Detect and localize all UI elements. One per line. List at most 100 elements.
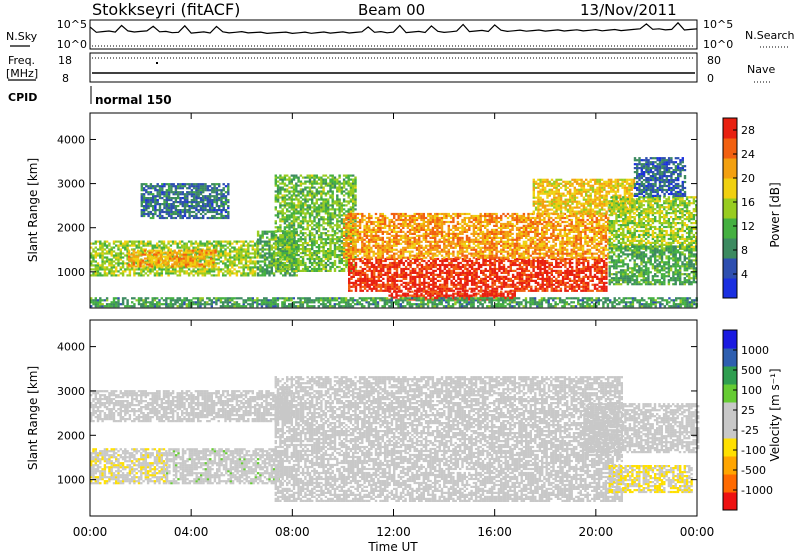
heatmap-cell [548,263,551,267]
heatmap-cell [146,266,150,269]
heatmap-cell [527,279,531,282]
heatmap-cell [342,180,346,183]
heatmap-cell [311,248,314,251]
heatmap-cell [559,281,563,284]
heatmap-cell [348,273,351,276]
heatmap-cell [281,208,284,211]
heatmap-cell [502,259,506,263]
heatmap-cell [313,269,316,272]
heatmap-cell [383,220,387,224]
heatmap-cell [315,226,318,229]
heatmap-cell [297,200,300,203]
heatmap-cell [164,251,167,254]
heatmap-cell [368,242,371,245]
heatmap-cell [342,184,346,187]
heatmap-cell [491,263,494,267]
heatmap-cell [491,261,494,265]
heatmap-cell [347,194,350,197]
heatmap-cell [327,176,330,179]
heatmap-cell [184,261,188,264]
heatmap-cell [354,246,357,249]
heatmap-cell [500,281,503,284]
heatmap-cell [94,264,97,267]
heatmap-cell [368,228,371,231]
heatmap-cell [263,240,267,243]
heatmap-cell [500,271,503,274]
heatmap-cell [203,249,206,252]
heatmap-cell [105,246,109,249]
heatmap-cell [124,270,127,273]
heatmap-cell [292,212,296,215]
heatmap-cell [404,240,407,243]
heatmap-cell [399,242,403,245]
heatmap-cell [591,289,594,292]
heatmap-cell [448,269,451,272]
heatmap-cell [146,244,150,247]
heatmap-cell [548,277,551,280]
heatmap-cell [345,263,348,267]
heatmap-cell [408,218,412,222]
heatmap-cell [605,257,608,261]
heatmap-cell [521,261,524,265]
heatmap-cell [511,281,515,284]
heatmap-cell [486,279,490,282]
heatmap-cell [304,252,307,255]
heatmap-cell [358,236,362,239]
heatmap-cell [555,287,558,290]
heatmap-cell [424,244,428,247]
heatmap-cell [286,208,289,211]
heatmap-cell [320,186,323,189]
heatmap-cell [196,255,199,258]
nsearch-label: N.Search [745,29,795,42]
heatmap-cell [466,259,469,263]
heatmap-cell [559,279,563,282]
heatmap-cell [445,279,449,282]
heatmap-cell [259,248,262,251]
heatmap-cell [466,275,469,278]
heatmap-cell [495,275,499,278]
heatmap-cell [518,267,522,271]
heatmap-cell [349,228,353,231]
heatmap-cell [348,257,351,261]
heatmap-cell [491,281,494,284]
heatmap-cell [484,277,487,280]
heatmap-cell [365,240,369,243]
heatmap-cell [427,265,430,269]
heatmap-cell [290,214,293,217]
heatmap-cell [377,265,380,269]
heatmap-cell [192,242,195,245]
heatmap-cell [187,263,190,266]
heatmap-cell [306,176,309,179]
heatmap-cell [374,240,378,243]
heatmap-cell [240,254,243,257]
heatmap-cell [407,263,410,267]
heatmap-cell [370,240,373,243]
heatmap-cell [317,255,321,259]
heatmap-cell [115,254,118,257]
heatmap-cell [411,216,414,220]
heatmap-cell [146,242,150,245]
heatmap-cell [327,214,330,217]
heatmap-cell [313,178,316,181]
heatmap-cell [130,253,133,256]
heatmap-cell [413,212,416,216]
heatmap-cell [527,275,531,278]
heatmap-cell [283,202,287,205]
heatmap-cell [317,252,321,255]
heatmap-cell [317,204,321,207]
heatmap-cell [470,263,474,267]
heatmap-cell [222,272,225,275]
heatmap-cell [299,238,303,241]
heatmap-cell [301,210,305,213]
heatmap-cell [557,273,560,276]
heatmap-cell [534,275,537,278]
heatmap-cell [473,281,476,284]
heatmap-cell [432,273,435,276]
heatmap-cell [324,182,328,185]
heatmap-cell [418,222,421,226]
heatmap-cell [327,259,330,263]
heatmap-cell [511,294,514,297]
heatmap-cell [455,279,458,282]
heatmap-cell [589,279,592,282]
heatmap-cell [347,214,350,218]
